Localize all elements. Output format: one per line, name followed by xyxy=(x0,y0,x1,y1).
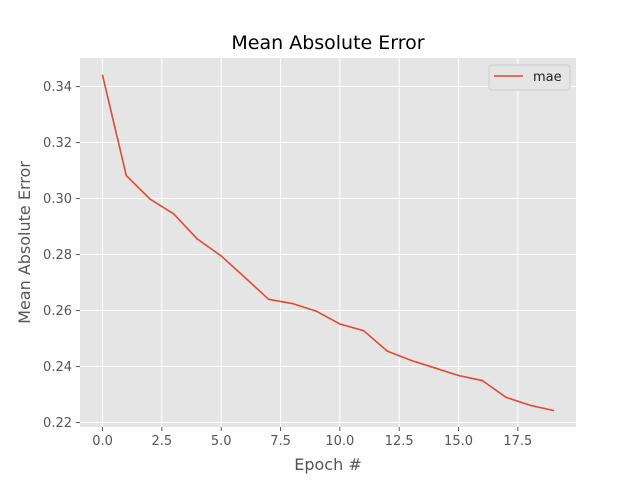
data-point xyxy=(528,404,531,406)
series-layer xyxy=(101,74,555,412)
data-point xyxy=(410,359,412,362)
y-tick-label: 0.28 xyxy=(43,248,72,263)
x-tick-label: 15.0 xyxy=(444,434,473,449)
series-line-mae xyxy=(101,75,554,412)
x-tick-label: 5.0 xyxy=(211,434,232,449)
legend-box xyxy=(488,64,571,91)
data-point xyxy=(220,255,223,257)
data-point xyxy=(315,310,317,312)
y-tick-label: 0.30 xyxy=(43,192,72,207)
y-tick-label: 0.32 xyxy=(43,136,72,151)
x-tick-label: 2.5 xyxy=(152,434,173,449)
y-axis-ticks: 0.22 0.24 0.26 0.28 0.30 0.32 0.34 xyxy=(43,80,80,431)
x-tick-label: 0.0 xyxy=(92,434,113,449)
data-point xyxy=(244,276,246,279)
plot-area xyxy=(80,58,576,427)
x-tick-label: 17.5 xyxy=(503,434,532,449)
y-axis-label: Mean Absolute Error xyxy=(15,161,34,324)
x-tick-label: 10.0 xyxy=(325,434,354,449)
chart-title: Mean Absolute Error xyxy=(231,32,424,54)
legend: mae xyxy=(488,64,571,91)
y-tick-label: 0.34 xyxy=(43,80,72,95)
grid-lines xyxy=(80,58,576,427)
legend-label-mae: mae xyxy=(533,70,562,85)
y-tick-label: 0.24 xyxy=(43,360,72,375)
data-point xyxy=(196,238,199,240)
data-point xyxy=(149,198,151,200)
y-tick-label: 0.22 xyxy=(43,416,72,431)
x-axis-label: Epoch # xyxy=(294,455,361,474)
data-point xyxy=(505,396,507,399)
data-point xyxy=(552,409,555,412)
x-axis-ticks: 0.0 2.5 5.0 7.5 10.0 12.5 15.0 17.5 xyxy=(92,427,532,449)
data-point xyxy=(267,298,270,301)
data-point xyxy=(481,379,484,382)
x-tick-label: 7.5 xyxy=(270,434,291,449)
data-point xyxy=(457,374,460,377)
data-point xyxy=(386,350,389,352)
data-point xyxy=(291,302,294,305)
x-tick-label: 12.5 xyxy=(385,434,414,449)
data-point xyxy=(433,367,436,369)
data-point xyxy=(125,174,128,177)
data-point xyxy=(339,323,341,325)
y-tick-label: 0.26 xyxy=(43,304,72,319)
data-point xyxy=(172,213,175,215)
data-point xyxy=(101,74,104,77)
data-point xyxy=(362,329,365,332)
